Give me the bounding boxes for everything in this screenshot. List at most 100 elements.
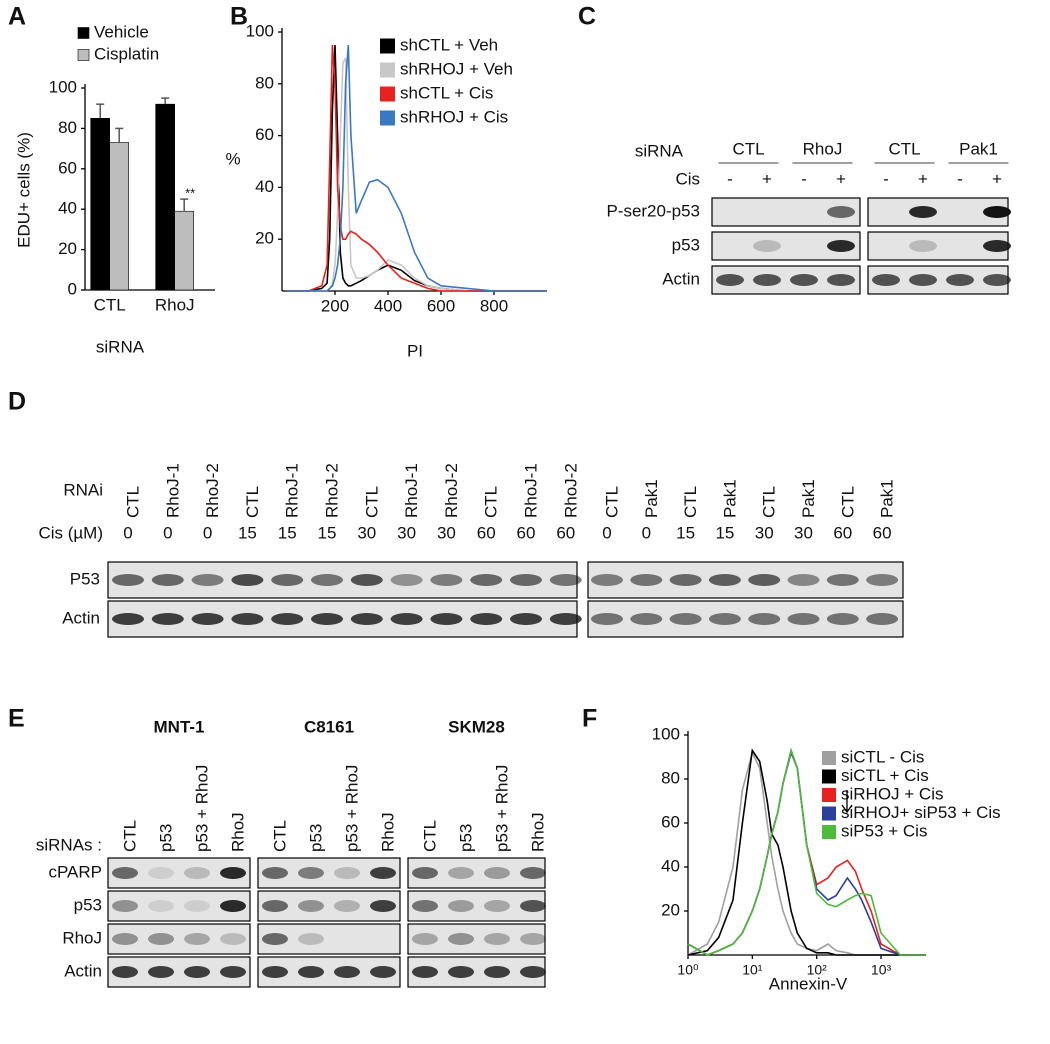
lane-label: Pak1 bbox=[799, 479, 818, 518]
blot-band bbox=[112, 613, 144, 625]
lane-label: RhoJ-1 bbox=[283, 463, 302, 518]
blot-band bbox=[370, 900, 396, 912]
lane-label: 30 bbox=[357, 523, 376, 542]
cell-line-label: MNT-1 bbox=[154, 717, 205, 736]
lane-label: p53 + RhoJ bbox=[342, 765, 361, 852]
panel-label: D bbox=[8, 388, 26, 416]
blot-frame bbox=[257, 923, 401, 955]
group-label: RhoJ bbox=[803, 139, 843, 158]
blot-band bbox=[510, 574, 542, 586]
lane-label: + bbox=[918, 169, 928, 188]
lane-label: 30 bbox=[397, 523, 416, 542]
y-tick-label: 20 bbox=[255, 229, 274, 248]
legend-label: siP53 + Cis bbox=[841, 821, 927, 840]
lane-label: CTL bbox=[123, 486, 142, 518]
lane-label: 15 bbox=[676, 523, 695, 542]
blot-band bbox=[484, 867, 510, 879]
blot-band bbox=[112, 933, 138, 945]
x-tick-label: 400 bbox=[374, 296, 402, 315]
legend-swatch bbox=[822, 825, 836, 839]
row-header: Cis bbox=[675, 169, 700, 188]
legend-swatch bbox=[380, 38, 395, 54]
legend-label: siCTL + Cis bbox=[841, 766, 929, 785]
legend-swatch bbox=[822, 769, 836, 784]
blot-band bbox=[669, 613, 702, 625]
y-tick-label: 80 bbox=[255, 73, 274, 92]
legend-label: siCTL - Cis bbox=[841, 747, 924, 766]
blot-band bbox=[827, 206, 855, 218]
x-tick-label: RhoJ bbox=[155, 295, 195, 314]
group-label: Pak1 bbox=[959, 139, 998, 158]
y-tick-label: 0 bbox=[68, 279, 77, 298]
blot-band bbox=[148, 900, 174, 912]
x-tick-label: 10⁰ bbox=[677, 962, 699, 978]
bar bbox=[90, 118, 110, 291]
y-tick-label: 80 bbox=[661, 768, 680, 787]
blot-band bbox=[484, 933, 510, 945]
legend-label: shCTL + Veh bbox=[400, 35, 498, 54]
blot-band bbox=[748, 574, 781, 586]
legend-swatch bbox=[380, 62, 395, 78]
blot-band bbox=[448, 966, 474, 978]
lane-label: RhoJ-2 bbox=[322, 463, 341, 518]
blot-band bbox=[334, 966, 360, 978]
y-axis-label: % bbox=[225, 149, 240, 168]
blot-band bbox=[298, 867, 324, 879]
legend-label: shRHOJ + Cis bbox=[400, 107, 508, 126]
x-tick-label: 10³ bbox=[871, 962, 892, 978]
y-axis-label: EDU+ cells (%) bbox=[14, 132, 33, 248]
lane-label: CTL bbox=[270, 820, 289, 852]
blot-band bbox=[151, 613, 184, 625]
blot-band bbox=[262, 867, 288, 879]
lane-label: Pak1 bbox=[878, 479, 897, 518]
legend-label: shCTL + Cis bbox=[400, 83, 493, 102]
panel-label: F bbox=[582, 705, 597, 733]
error-bar bbox=[161, 97, 170, 105]
blot-band bbox=[909, 240, 937, 252]
lane-label: 60 bbox=[833, 523, 852, 542]
blot-band bbox=[262, 966, 288, 978]
legend-swatch bbox=[77, 27, 90, 39]
panel-label: E bbox=[8, 705, 25, 733]
row-label: P-ser20-p53 bbox=[606, 201, 700, 220]
blot-band bbox=[370, 966, 396, 978]
blot-band bbox=[470, 613, 503, 625]
lane-label: 60 bbox=[477, 523, 496, 542]
lane-label: RhoJ bbox=[528, 812, 547, 852]
blot-band bbox=[220, 933, 246, 945]
lane-label: 0 bbox=[642, 523, 651, 542]
y-tick-label: 40 bbox=[661, 856, 680, 875]
arrow-head bbox=[841, 804, 853, 814]
x-axis-label: PI bbox=[407, 341, 423, 360]
blot-band bbox=[412, 867, 438, 879]
blot-band bbox=[448, 900, 474, 912]
series-line bbox=[687, 748, 926, 956]
blot-band bbox=[262, 933, 288, 945]
lane-label: - bbox=[801, 169, 807, 188]
blot-band bbox=[112, 867, 138, 879]
lane-label: CTL bbox=[681, 486, 700, 518]
y-tick-label: 60 bbox=[255, 125, 274, 144]
blot-band bbox=[112, 966, 138, 978]
blot-band bbox=[412, 966, 438, 978]
row-label: cPARP bbox=[48, 862, 102, 881]
lane-label: 30 bbox=[437, 523, 456, 542]
lane-label: 60 bbox=[556, 523, 575, 542]
blot-band bbox=[549, 613, 582, 625]
lane-label: + bbox=[992, 169, 1002, 188]
legend-label: Vehicle bbox=[94, 22, 149, 41]
blot-band bbox=[298, 966, 324, 978]
blot-band bbox=[549, 574, 582, 586]
blot-band bbox=[790, 274, 818, 286]
bar bbox=[109, 142, 129, 291]
x-tick-label: 10² bbox=[807, 962, 828, 978]
panel-label: A bbox=[8, 3, 26, 31]
blot-band bbox=[748, 613, 781, 625]
legend-swatch bbox=[822, 751, 836, 765]
blot-band bbox=[484, 966, 510, 978]
y-tick-label: 20 bbox=[661, 900, 680, 919]
blot-band bbox=[630, 613, 663, 625]
blot-band bbox=[298, 900, 324, 912]
blot-band bbox=[909, 206, 937, 218]
bar bbox=[155, 103, 175, 291]
